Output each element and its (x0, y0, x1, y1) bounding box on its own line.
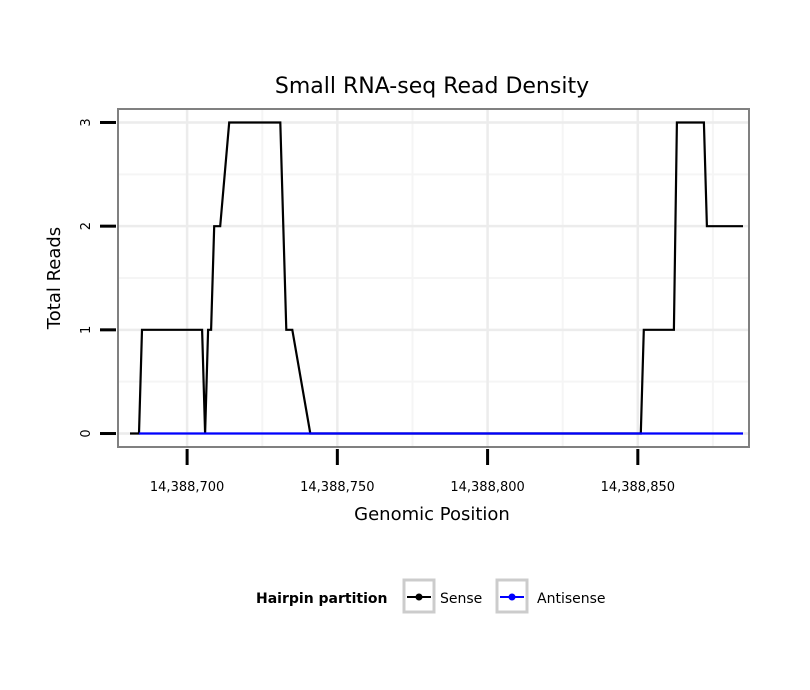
legend-dot-sense (415, 593, 423, 601)
y-tick-label: 2 (79, 222, 94, 230)
y-tick-label: 0 (79, 429, 94, 437)
y-axis-label: Total Reads (44, 227, 65, 330)
x-tick-label: 14,388,850 (601, 480, 675, 495)
plot-border (117, 108, 750, 448)
x-axis-label: Genomic Position (354, 504, 510, 525)
series-layer (130, 121, 743, 435)
chart-title: Small RNA-seq Read Density (275, 74, 589, 99)
legend-dot-antisense (508, 593, 516, 601)
legend-title: Hairpin partition (256, 591, 387, 607)
x-tick-label: 14,388,800 (450, 480, 524, 495)
x-tick-label: 14,388,750 (300, 480, 374, 495)
legend: Hairpin partition Sense Antisense (256, 578, 606, 614)
y-tick-label: 1 (79, 326, 94, 334)
legend-label-sense: Sense (440, 591, 482, 607)
y-tick-label: 3 (79, 118, 94, 126)
y-axis: 0 1 2 3 (79, 118, 116, 438)
legend-entry-antisense: Antisense (495, 578, 606, 614)
legend-label-antisense: Antisense (537, 591, 606, 607)
legend-entry-sense: Sense (402, 578, 482, 614)
grid-lines (118, 109, 749, 447)
x-axis: 14,388,700 14,388,750 14,388,800 14,388,850 (150, 449, 675, 495)
x-tick-label: 14,388,700 (150, 480, 224, 495)
